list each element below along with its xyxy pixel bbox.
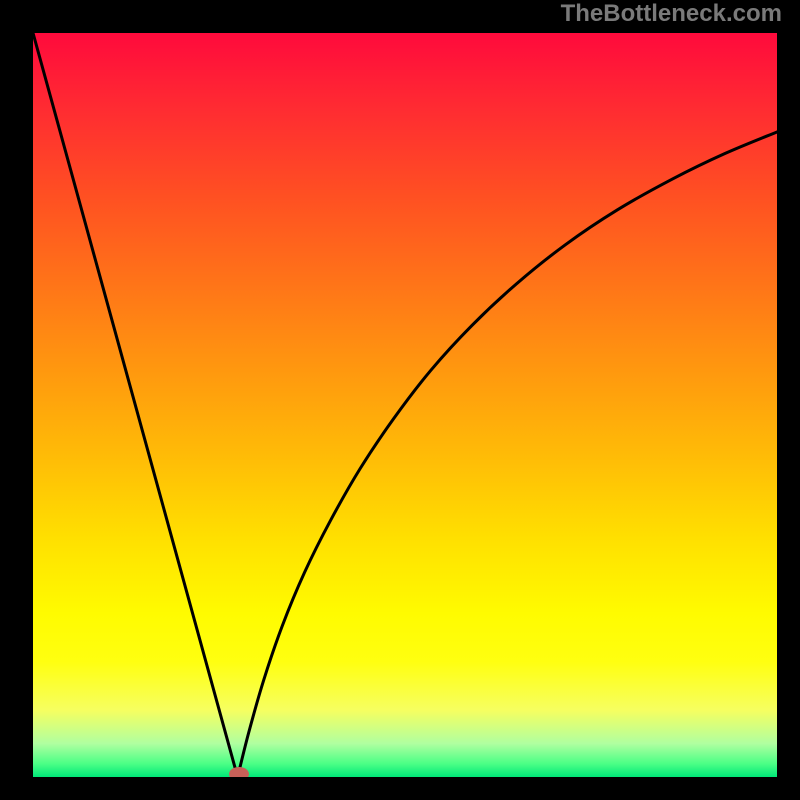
plot-area	[33, 33, 777, 777]
bottleneck-curve	[33, 33, 777, 777]
optimum-marker	[229, 767, 249, 777]
watermark-text: TheBottleneck.com	[561, 0, 782, 28]
